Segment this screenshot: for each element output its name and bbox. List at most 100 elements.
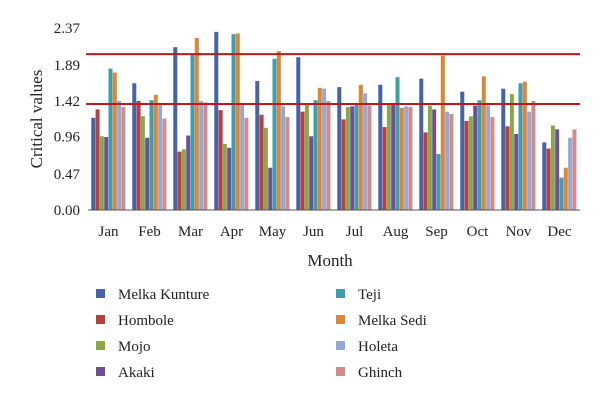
legend-swatch xyxy=(96,341,105,350)
y-tick-label: 0.47 xyxy=(54,167,81,183)
bar: Melka Kunture Mar: 2.12 xyxy=(173,47,178,211)
bar: Akaki Nov: 0.99 xyxy=(514,133,519,210)
bar: Ghinch May: 1.21 xyxy=(285,117,290,210)
bar: Akaki Sep: 1.31 xyxy=(432,109,437,210)
bar: Melka Kunture Jan: 1.2 xyxy=(91,117,96,210)
bar: Holeta Oct: 1.36 xyxy=(486,105,491,210)
legend-label: Teji xyxy=(358,287,381,303)
bar: Hombole Feb: 1.42 xyxy=(136,100,141,210)
bar: Teji Jul: 1.37 xyxy=(354,104,359,210)
x-tick-label: Jun xyxy=(303,224,324,240)
bar: Holeta Dec: 0.94 xyxy=(568,137,573,210)
bar: Ghinch Nov: 1.42 xyxy=(531,100,536,210)
bar: Akaki Dec: 1.05 xyxy=(555,129,560,210)
legend-label: Hombole xyxy=(118,313,174,329)
bar: Akaki Jun: 0.96 xyxy=(309,136,314,210)
bar: Ghinch Oct: 1.21 xyxy=(490,117,495,210)
bar: Holeta Nov: 1.28 xyxy=(527,111,532,210)
x-tick-label: Apr xyxy=(220,224,243,240)
x-tick-label: Mar xyxy=(178,224,203,240)
y-tick-label: 2.37 xyxy=(54,21,81,37)
bar: Mojo Feb: 1.22 xyxy=(140,116,145,210)
legend-swatch xyxy=(96,289,105,298)
bar: Teji Jun: 1.43 xyxy=(313,100,318,210)
bar: Hombole Sep: 1.01 xyxy=(423,132,428,210)
bar: Melka Kunture Sep: 1.71 xyxy=(419,78,424,211)
legend-item: Melka Sedi xyxy=(336,313,427,329)
bar: Holeta May: 1.35 xyxy=(281,106,286,210)
bar: Hombole Aug: 1.08 xyxy=(382,127,387,210)
bar: Holeta Jun: 1.58 xyxy=(322,88,327,210)
bar: Mojo Jan: 0.96 xyxy=(99,136,104,210)
bar-group-may: Melka Kunture May: 1.68Hombole May: 1.24… xyxy=(255,51,290,211)
bar-group-aug: Melka Kunture Aug: 1.63Hombole Aug: 1.08… xyxy=(378,77,413,211)
bar: Hombole Jun: 1.28 xyxy=(300,111,305,210)
bar: Ghinch Apr: 1.2 xyxy=(244,117,249,210)
y-tick-label: 0.00 xyxy=(54,203,80,219)
x-tick-label: Nov xyxy=(506,224,532,240)
bar: Teji Feb: 1.43 xyxy=(149,100,154,210)
bar: Teji Nov: 1.65 xyxy=(518,83,523,210)
axes: 0.00 0.47 0.96 1.42 1.89 2.37 Critical values J… xyxy=(27,21,580,270)
bar: Akaki Jul: 1.35 xyxy=(350,106,355,210)
bar: Melka Sedi Nov: 1.67 xyxy=(522,81,527,210)
bar: Ghinch Aug: 1.34 xyxy=(408,107,413,210)
bar: Melka Kunture Jun: 1.99 xyxy=(296,57,301,211)
bar: Melka Sedi Oct: 1.74 xyxy=(481,76,486,210)
legend-label: Akaki xyxy=(118,365,155,381)
bar: Teji May: 1.97 xyxy=(272,58,277,210)
legend: Melka Kunture Hombole Mojo Akaki Teji Melka S… xyxy=(96,287,427,381)
bar: Teji Dec: 0.42 xyxy=(559,177,564,210)
bar-group-mar: Melka Kunture Mar: 2.12Hombole Mar: 0.76… xyxy=(173,37,208,211)
bar: Hombole Nov: 1.09 xyxy=(505,126,510,210)
bar: Hombole May: 1.24 xyxy=(259,114,264,210)
bar: Mojo May: 1.07 xyxy=(263,127,268,210)
bar: Melka Kunture Nov: 1.58 xyxy=(501,88,506,210)
y-tick-label: 1.42 xyxy=(54,94,80,110)
x-tick-label: Oct xyxy=(467,224,489,240)
bar: Ghinch Mar: 1.4 xyxy=(203,102,208,210)
bar: Melka Kunture Oct: 1.54 xyxy=(460,91,465,210)
bar: Holeta Apr: 1.38 xyxy=(240,104,245,210)
bar: Teji Sep: 0.73 xyxy=(436,153,441,210)
bar: Mojo Aug: 1.37 xyxy=(386,104,391,210)
bar: Hombole Apr: 1.3 xyxy=(218,110,223,210)
bar: Hombole Jan: 1.31 xyxy=(95,109,100,210)
bar-group-oct: Melka Kunture Oct: 1.54Hombole Oct: 1.16… xyxy=(460,76,495,210)
bar: Hombole Jul: 1.18 xyxy=(341,119,346,210)
bar: Melka Kunture Jul: 1.6 xyxy=(337,87,342,210)
bar: Akaki Mar: 0.97 xyxy=(186,135,191,210)
bar: Hombole Mar: 0.76 xyxy=(177,151,182,210)
bar: Melka Sedi Feb: 1.5 xyxy=(153,94,158,210)
bar: Teji Mar: 2.02 xyxy=(190,54,195,210)
bar: Melka Kunture Feb: 1.65 xyxy=(132,83,137,210)
bar: Ghinch Jan: 1.34 xyxy=(121,107,126,210)
bar: Mojo Jul: 1.34 xyxy=(345,107,350,210)
bar: Hombole Oct: 1.16 xyxy=(464,120,469,210)
legend-item: Melka Kunture xyxy=(96,287,210,303)
legend-label: Holeta xyxy=(358,339,398,355)
legend-item: Mojo xyxy=(96,339,151,355)
bar-group-apr: Melka Kunture Apr: 2.32Hombole Apr: 1.3M… xyxy=(214,31,249,211)
bar: Holeta Feb: 1.37 xyxy=(158,104,163,210)
bar-group-nov: Melka Kunture Nov: 1.58Hombole Nov: 1.09… xyxy=(501,81,536,210)
plot-area: Melka Kunture Jan: 1.2Hombole Jan: 1.31M… xyxy=(91,31,577,211)
y-axis-title: Critical values xyxy=(27,70,46,169)
legend-label: Melka Sedi xyxy=(358,313,427,329)
bar: Melka Sedi Jan: 1.79 xyxy=(112,72,117,210)
bar: Melka Kunture Dec: 0.88 xyxy=(542,142,547,210)
bar-group-dec: Melka Kunture Dec: 0.88Hombole Dec: 0.8M… xyxy=(542,125,577,210)
x-tick-label: Jan xyxy=(99,224,119,240)
bar: Akaki Oct: 1.36 xyxy=(473,105,478,210)
bar: Melka Sedi May: 2.07 xyxy=(276,51,281,210)
x-tick-label: Feb xyxy=(138,224,161,240)
bar: Mojo Jun: 1.38 xyxy=(304,104,309,210)
bar: Mojo Apr: 0.86 xyxy=(222,143,227,210)
bar-group-jul: Melka Kunture Jul: 1.6Hombole Jul: 1.18M… xyxy=(337,84,372,210)
legend-item: Holeta xyxy=(336,339,398,355)
bar: Holeta Aug: 1.35 xyxy=(404,106,409,210)
legend-item: Teji xyxy=(336,287,381,303)
bar-group-feb: Melka Kunture Feb: 1.65Hombole Feb: 1.42… xyxy=(132,83,167,210)
